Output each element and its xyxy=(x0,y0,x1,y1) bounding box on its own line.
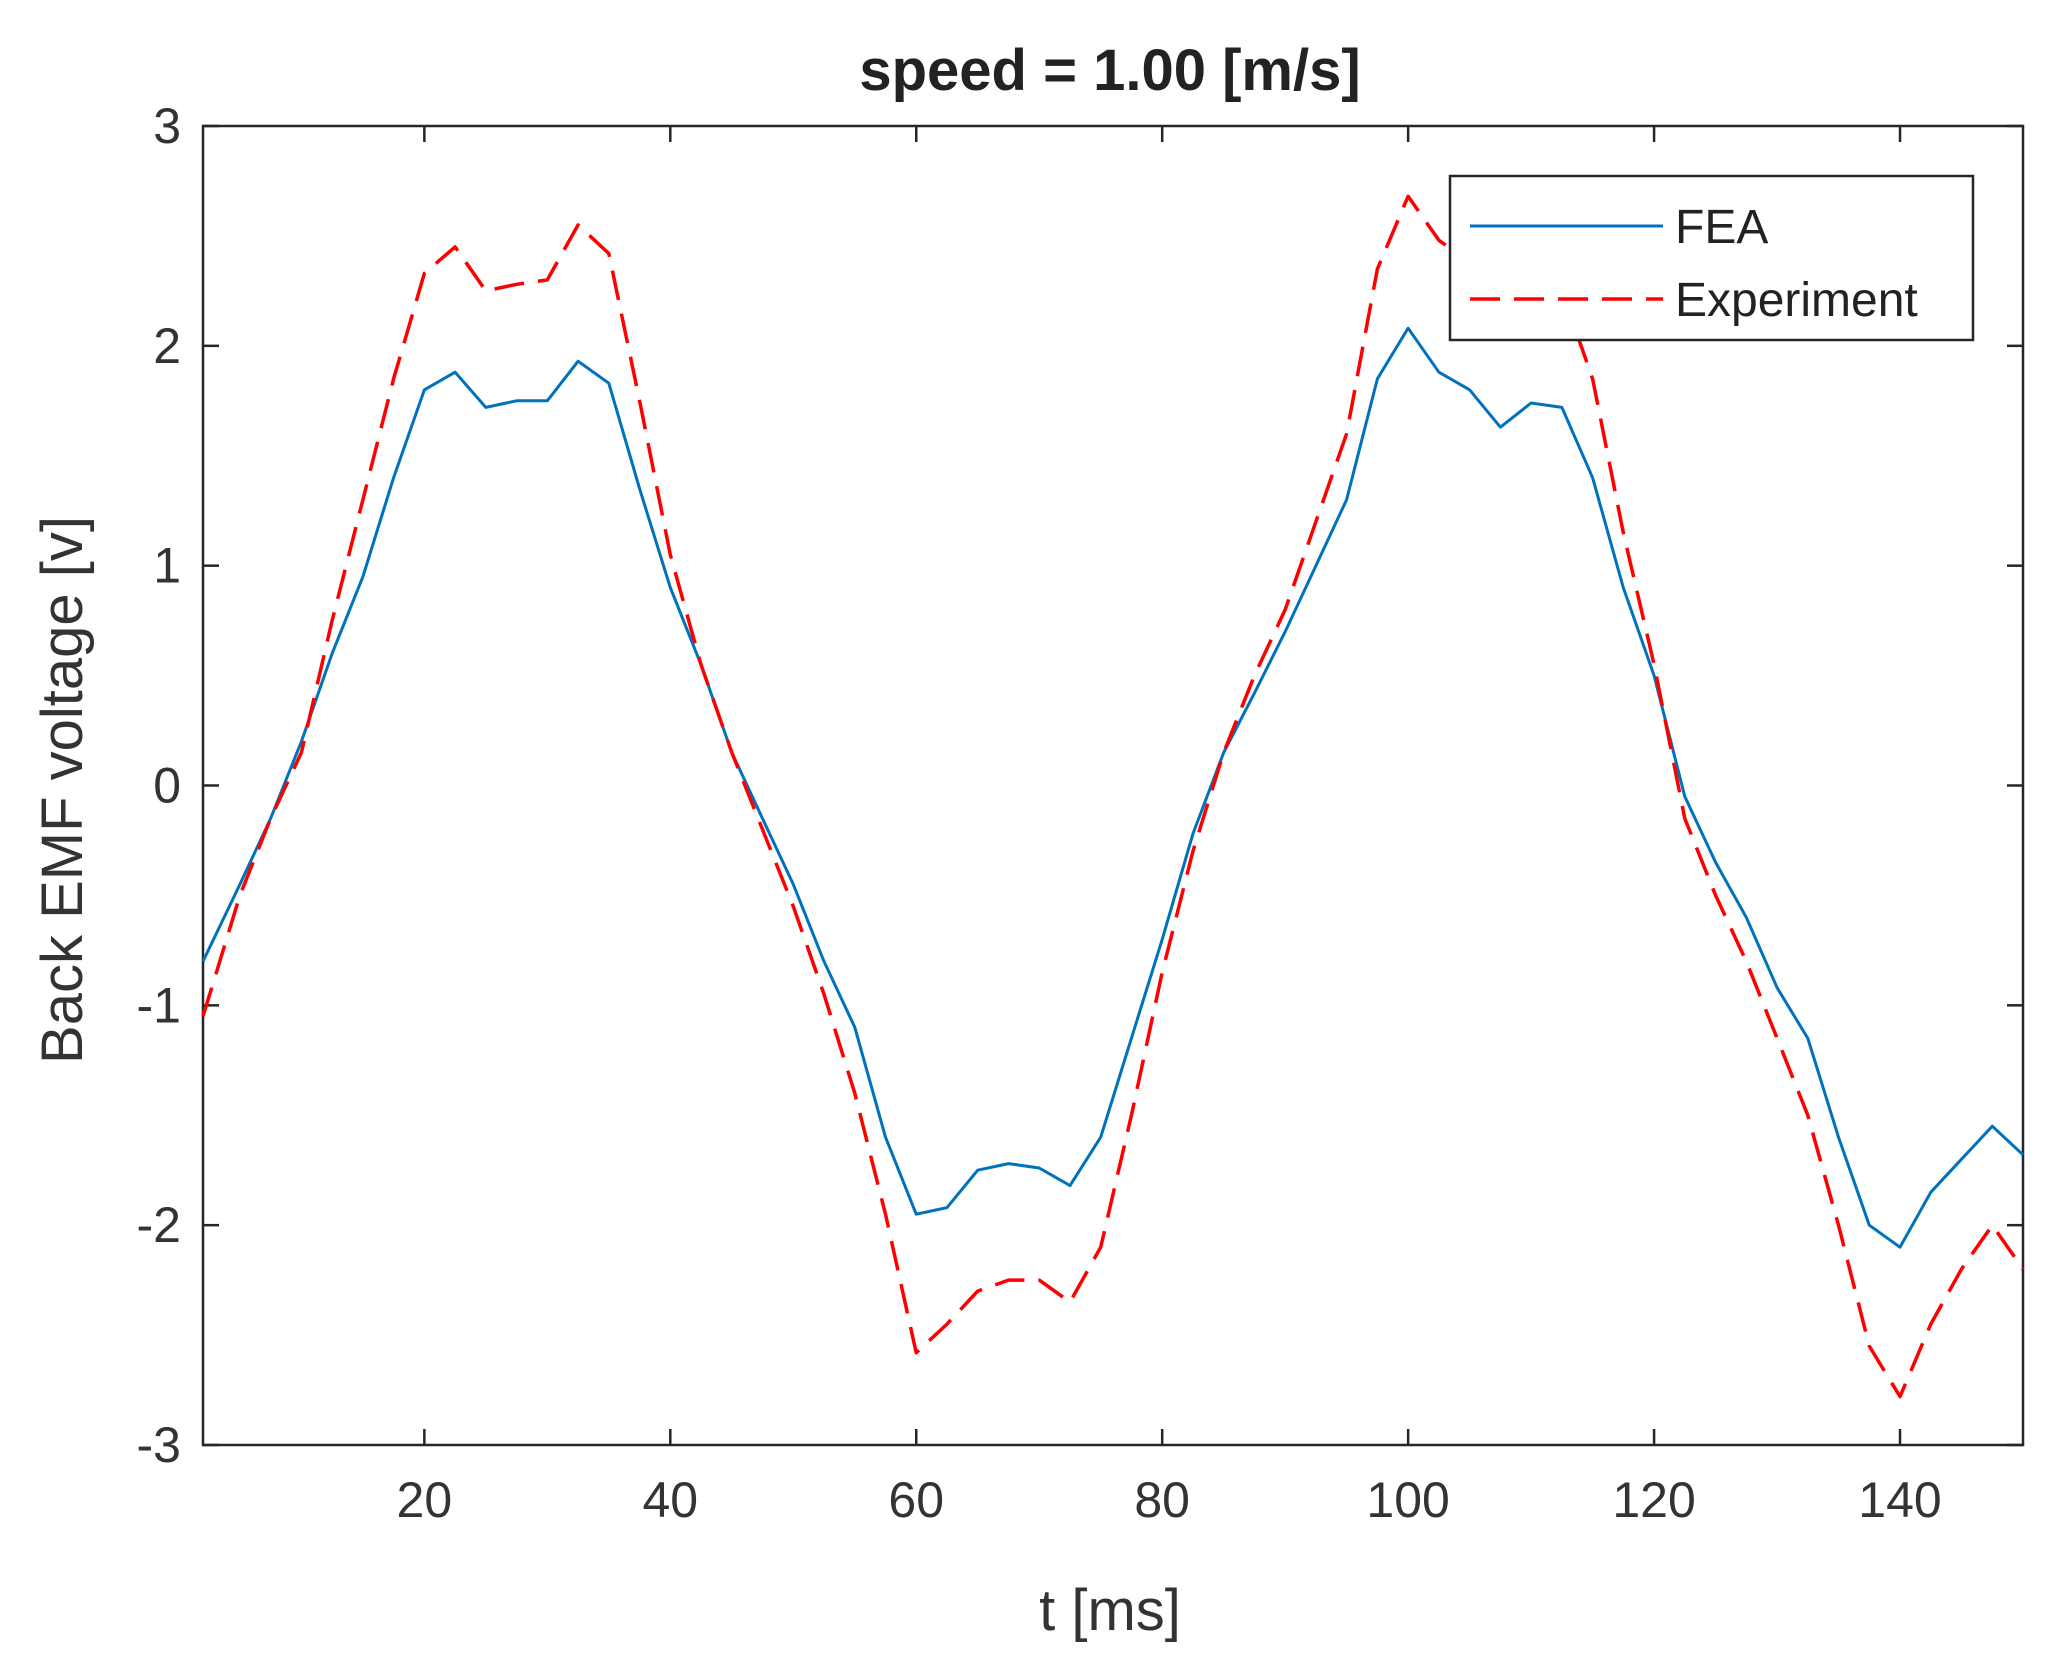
x-axis-label: t [ms] xyxy=(1039,1578,1181,1643)
x-tick-label: 80 xyxy=(1134,1472,1190,1528)
plot-frame xyxy=(201,124,2025,1447)
y-tick-label: -2 xyxy=(137,1197,181,1253)
legend: FEA Experiment xyxy=(1448,174,1975,342)
x-tick-label: 20 xyxy=(397,1472,453,1528)
legend-label-fea: FEA xyxy=(1675,201,1768,254)
series-line-experiment xyxy=(201,194,2025,1399)
plot-area: 20 40 60 80 100 120 140 -3 -2 -1 0 1 2 3 xyxy=(137,98,2025,1528)
y-tick-label: 2 xyxy=(153,318,181,374)
legend-box xyxy=(1448,174,1975,342)
y-axis-label: Back EMF voltage [v] xyxy=(30,516,95,1064)
x-tick-label: 100 xyxy=(1366,1472,1449,1528)
y-tick-label: 3 xyxy=(153,98,181,154)
series-line-fea xyxy=(201,326,2025,1249)
y-tick-label: -1 xyxy=(137,977,181,1033)
y-tick-label: 1 xyxy=(153,538,181,594)
x-tick-label: 60 xyxy=(888,1472,944,1528)
legend-label-experiment: Experiment xyxy=(1675,274,1918,327)
x-tick-label: 40 xyxy=(642,1472,698,1528)
chart-title: speed = 1.00 [m/s] xyxy=(859,38,1360,103)
y-tick-label: -3 xyxy=(137,1417,181,1473)
x-tick-label: 140 xyxy=(1858,1472,1941,1528)
x-tick-label: 120 xyxy=(1612,1472,1695,1528)
y-tick-label: 0 xyxy=(153,758,181,814)
